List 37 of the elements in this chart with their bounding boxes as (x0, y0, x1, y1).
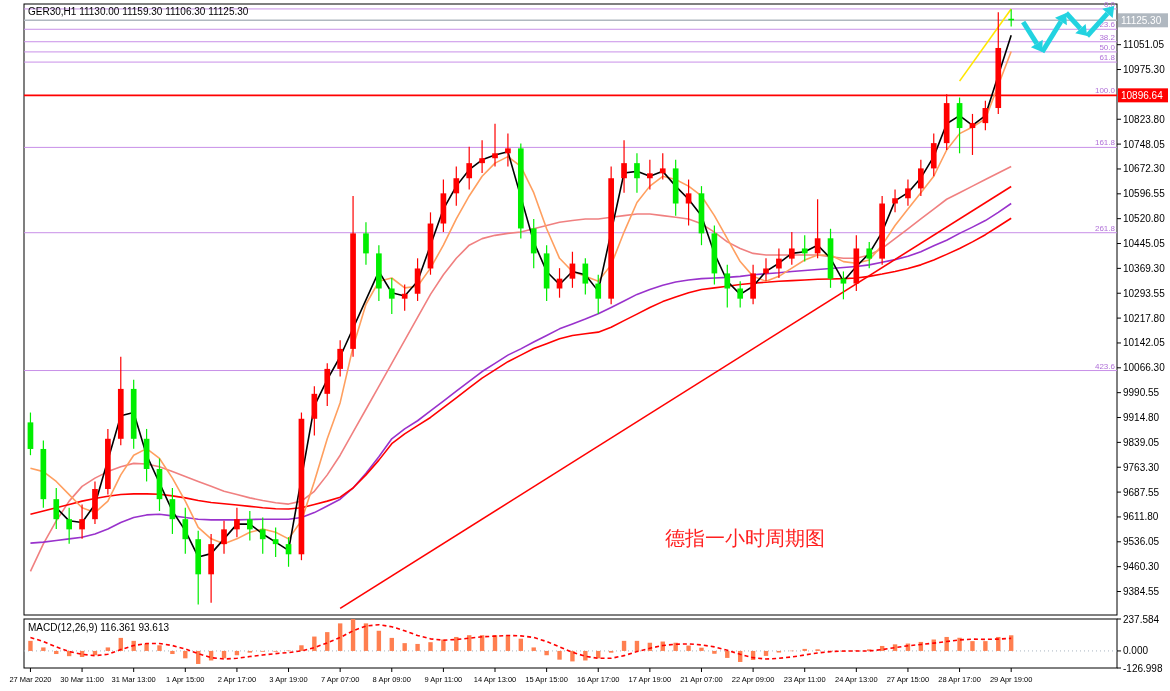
y-tick-label: 10066.30 (1123, 362, 1166, 374)
annotation: 61.8 (1099, 53, 1116, 63)
annotation: 50.0 (1099, 42, 1116, 52)
y-tick-label: 9687.55 (1123, 486, 1160, 498)
chart-title: GER30,H1 11130.00 11159.30 11106.30 11125.30 (28, 6, 249, 17)
y-tick-label: 10672.30 (1123, 163, 1166, 175)
y-tick-label: 10293.55 (1123, 287, 1166, 299)
y-tick-label: 10596.55 (1123, 188, 1166, 200)
y-tick-label: 9384.55 (1123, 586, 1160, 598)
annotation: 德指一小时周期图 (665, 527, 825, 549)
annotation: 38.2 (1099, 32, 1116, 42)
y-tick-label: 9536.05 (1123, 536, 1160, 548)
y-tick-label: 9990.55 (1123, 387, 1160, 399)
y-tick-label: 10142.05 (1123, 337, 1166, 349)
y-tick-label: 9611.80 (1123, 511, 1159, 523)
y-tick-label: 237.584 (1123, 613, 1160, 625)
y-tick-label: 10520.80 (1123, 213, 1166, 225)
y-tick-label: 10217.80 (1123, 312, 1166, 324)
annotation: 261.8 (1094, 223, 1116, 233)
y-tick-label: 10748.05 (1123, 138, 1166, 150)
y-tick-label: 10823.80 (1123, 113, 1166, 125)
annotation: 423.6 (1094, 361, 1116, 371)
chart-title: MACD(12,26,9) 116.361 93.613 (28, 622, 170, 633)
y-tick-label: 9763.30 (1123, 461, 1160, 473)
ref-line-label: 10896.64 (1121, 89, 1164, 101)
y-tick-label: 9460.30 (1123, 561, 1160, 573)
y-tick-label: 9914.80 (1123, 412, 1160, 424)
y-tick-label: 9839.05 (1123, 436, 1160, 448)
y-tick-label: 10445.05 (1123, 238, 1166, 250)
y-tick-label: 0.000 (1123, 645, 1149, 657)
annotation: 100.0 (1094, 86, 1116, 96)
ref-line-label: 11125.30 (1121, 14, 1162, 26)
y-tick-label: -126.998 (1123, 662, 1163, 674)
annotation: 161.8 (1094, 138, 1116, 148)
y-tick-label: 10369.30 (1123, 262, 1166, 274)
y-tick-label: 10975.30 (1123, 64, 1166, 76)
y-tick-label: 11051.05 (1123, 39, 1165, 51)
